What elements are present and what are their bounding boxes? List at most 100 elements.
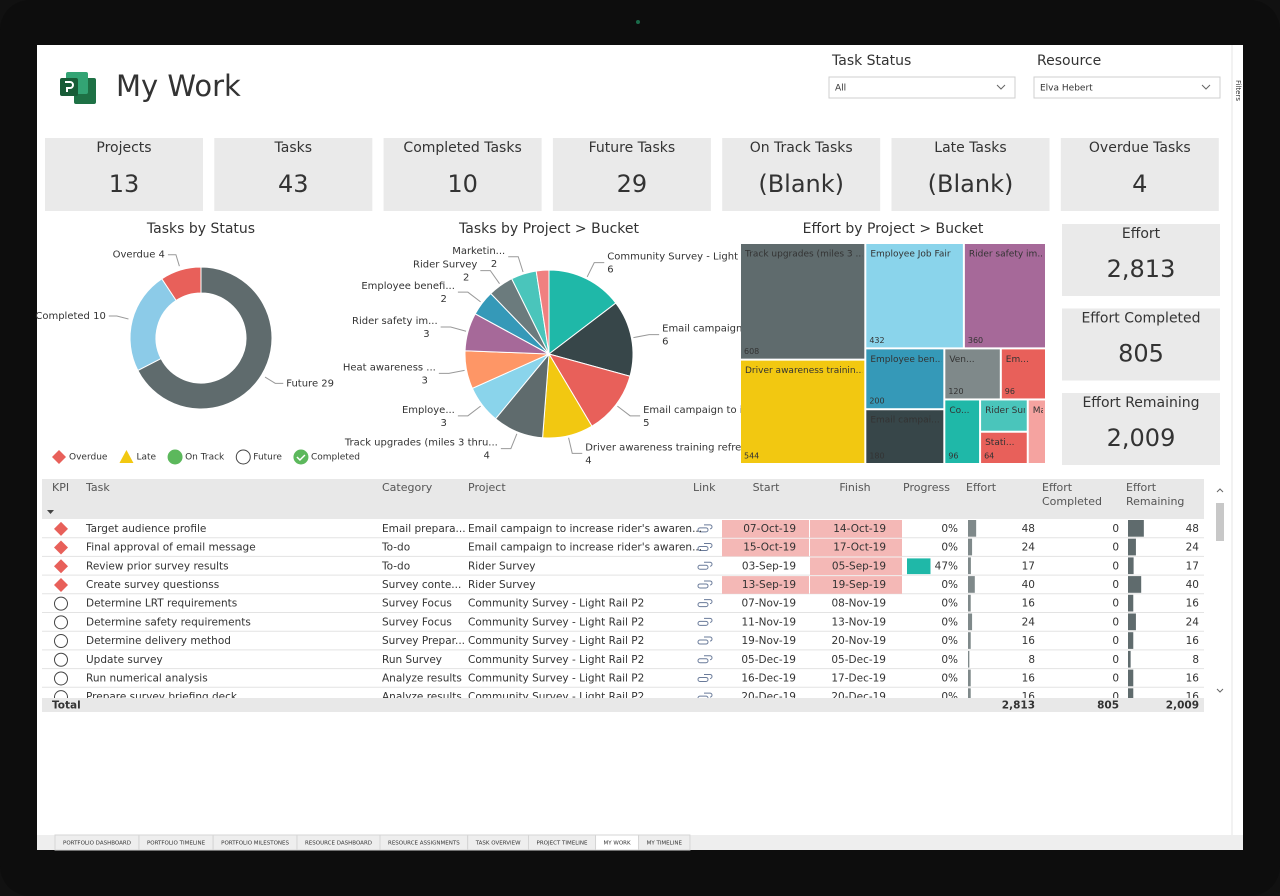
column-header[interactable]: Link	[693, 481, 721, 515]
table-row[interactable]: Update survey Run Survey Community Survey …	[42, 650, 1204, 670]
table-cell: 0	[1112, 579, 1119, 591]
column-header[interactable]: Effort	[966, 481, 1036, 515]
table-cell: 0	[1112, 616, 1119, 628]
table-row[interactable]: Final approval of email message To-do Emai…	[42, 538, 1204, 557]
effort-card-label: Effort Completed	[1081, 311, 1200, 327]
total-value: 2,813	[1002, 700, 1035, 712]
column-header-text: Task	[86, 481, 110, 494]
treemap-tile	[741, 244, 865, 359]
column-header[interactable]: Project	[468, 481, 688, 515]
link-icon[interactable]	[697, 617, 713, 626]
column-header[interactable]: Progress	[903, 481, 963, 515]
scroll-down[interactable]	[1216, 688, 1224, 693]
table-cell: Determine safety requirements	[86, 616, 251, 628]
kpi-icon	[54, 671, 68, 686]
column-header-text: KPI	[52, 481, 70, 494]
total-value: 805	[1097, 700, 1119, 712]
table-cell: Target audience profile	[85, 523, 206, 535]
cell-highlight	[810, 576, 902, 594]
table-row[interactable]: Determine delivery method Survey Prepar..…	[42, 632, 1204, 651]
kpi-card-value: 10	[447, 170, 478, 198]
table-cell: 17	[1186, 560, 1199, 572]
table-row[interactable]: Create survey questionss Survey conte... R…	[42, 576, 1204, 595]
table-cell: 20-Dec-19	[741, 691, 796, 703]
effort-card-label: Effort	[1122, 226, 1161, 242]
link-icon[interactable]	[697, 636, 713, 645]
link-icon[interactable]	[697, 543, 713, 552]
data-label-name: Track upgrades (miles 3 thru...	[344, 438, 498, 449]
kpi-icon	[54, 615, 68, 630]
table-cell: Run Survey	[382, 654, 442, 666]
legend-item[interactable]: Overdue	[52, 450, 108, 464]
table-row[interactable]: Determine LRT requirements Survey Focus Co…	[42, 594, 1204, 613]
column-header[interactable]: Task	[86, 481, 376, 515]
link-icon[interactable]	[697, 561, 713, 570]
filters-pane-label[interactable]: Filters	[1234, 80, 1242, 101]
data-label-value: 2	[463, 273, 469, 284]
tile-value: 200	[869, 397, 884, 406]
scrollbar-thumb[interactable]	[1216, 503, 1224, 541]
effort-card	[1062, 393, 1220, 465]
table-cell: 0	[1112, 635, 1119, 647]
value: 10	[93, 311, 106, 322]
link-icon[interactable]	[697, 692, 713, 700]
legend-item[interactable]: On Track	[167, 449, 225, 465]
link-icon[interactable]	[697, 580, 713, 589]
column-header[interactable]: Finish	[810, 481, 900, 515]
table-cell: Community Survey - Light Rail P2	[468, 691, 644, 703]
legend-label: Completed	[311, 453, 360, 463]
legend-item[interactable]: Late	[119, 450, 157, 463]
table-row[interactable]: Target audience profile Email prepara... E…	[42, 520, 1204, 539]
kpi-card-label: Completed Tasks	[403, 140, 521, 156]
table-cell: Community Survey - Light Rail P2	[468, 616, 644, 628]
treemap-tile	[945, 349, 1000, 399]
column-header-text: Effort Completed	[1042, 481, 1102, 508]
table-cell: 13-Sep-19	[742, 579, 796, 591]
table-cell: 8	[1192, 654, 1199, 666]
scroll-up[interactable]	[1216, 488, 1224, 493]
tab-label: PORTFOLIO MILESTONES	[221, 841, 289, 847]
treemap-tile	[866, 410, 944, 463]
tab[interactable]	[638, 834, 691, 851]
table-row[interactable]: Run numerical analysis Analyze results Com…	[42, 669, 1204, 688]
table-cell: Community Survey - Light Rail P2	[468, 672, 644, 684]
table-cell: To-do	[381, 542, 410, 554]
legend-item[interactable]: Future	[235, 449, 282, 465]
pie-slice	[547, 353, 631, 427]
link-icon[interactable]	[697, 524, 713, 533]
table-row[interactable]: Prepare survey briefing deck Analyze resu…	[42, 688, 1204, 706]
filter-dropdown[interactable]	[1033, 76, 1221, 99]
filter-dropdown[interactable]	[828, 76, 1016, 99]
column-header[interactable]: Category	[382, 481, 462, 515]
remaining-bar	[1128, 557, 1134, 575]
table-cell: 0%	[941, 672, 958, 684]
table-cell: Survey conte...	[382, 579, 461, 591]
effort-bar	[968, 538, 973, 556]
link-icon[interactable]	[697, 655, 713, 664]
table-row[interactable]: Review prior survey results To-do Rider Su…	[42, 557, 1204, 576]
tile-value: 64	[984, 452, 994, 461]
table-cell: Update survey	[86, 654, 163, 666]
link-icon[interactable]	[697, 599, 713, 608]
table-row[interactable]: Determine safety requirements Survey Focu…	[42, 613, 1204, 632]
tab-label: RESOURCE DASHBOARD	[305, 841, 372, 847]
table-cell: Survey Focus	[382, 616, 452, 628]
chart-title: Tasks by Status	[146, 221, 255, 237]
column-header[interactable]: Effort Remaining	[1126, 481, 1200, 515]
total-row-bg	[42, 698, 1204, 712]
treemap-tile	[866, 349, 944, 409]
tab-label: RESOURCE ASSIGNMENTS	[388, 841, 460, 847]
treemap-tile	[964, 244, 1045, 348]
tab-label: PROJECT TIMELINE	[537, 841, 589, 847]
data-label-name: Email campaign to i...	[643, 405, 752, 416]
tile-label: Rider Survey	[985, 406, 1044, 416]
table-cell: To-do	[381, 560, 410, 572]
tile-label: Driver awareness trainin...	[745, 366, 864, 376]
link-icon[interactable]	[697, 673, 713, 682]
tab-label: MY WORK	[604, 841, 631, 847]
column-header[interactable]: Start	[722, 481, 810, 515]
column-header[interactable]: Effort Completed	[1042, 481, 1122, 515]
legend-item[interactable]: Completed	[293, 449, 360, 465]
column-header[interactable]: KPI	[52, 481, 82, 515]
category-name: Future	[286, 378, 318, 389]
